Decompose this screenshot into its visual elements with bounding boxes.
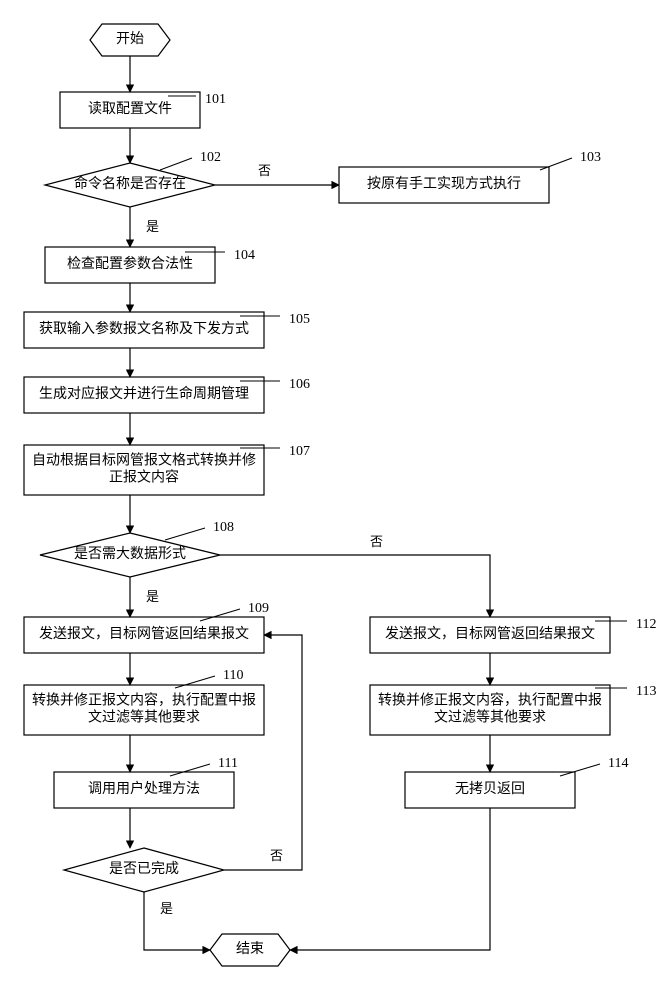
svg-text:101: 101 <box>205 92 226 107</box>
svg-text:无拷贝返回: 无拷贝返回 <box>455 781 525 797</box>
svg-text:开始: 开始 <box>116 31 144 47</box>
svg-text:是否需大数据形式: 是否需大数据形式 <box>74 546 186 562</box>
svg-text:发送报文，目标网管返回结果报文: 发送报文，目标网管返回结果报文 <box>39 626 249 642</box>
svg-text:105: 105 <box>289 312 310 327</box>
svg-text:是否已完成: 是否已完成 <box>109 861 179 877</box>
svg-text:109: 109 <box>248 601 269 616</box>
svg-text:获取输入参数报文名称及下发方式: 获取输入参数报文名称及下发方式 <box>39 320 249 337</box>
svg-text:是: 是 <box>146 589 159 604</box>
svg-text:114: 114 <box>608 756 628 771</box>
svg-text:文过滤等其他要求: 文过滤等其他要求 <box>88 709 200 726</box>
svg-text:调用用户处理方法: 调用用户处理方法 <box>88 780 200 797</box>
svg-text:正报文内容: 正报文内容 <box>109 469 179 486</box>
svg-text:检查配置参数合法性: 检查配置参数合法性 <box>67 255 193 272</box>
svg-text:结束: 结束 <box>236 941 264 957</box>
svg-text:103: 103 <box>580 150 601 165</box>
svg-text:112: 112 <box>636 617 656 632</box>
svg-text:111: 111 <box>218 756 238 771</box>
svg-text:113: 113 <box>636 684 656 699</box>
svg-text:否: 否 <box>258 163 271 178</box>
svg-text:102: 102 <box>200 150 221 165</box>
svg-text:转换并修正报文内容，执行配置中报: 转换并修正报文内容，执行配置中报 <box>378 692 602 709</box>
svg-text:是: 是 <box>146 219 159 234</box>
svg-text:生成对应报文并进行生命周期管理: 生成对应报文并进行生命周期管理 <box>39 385 249 402</box>
svg-text:按原有手工实现方式执行: 按原有手工实现方式执行 <box>367 176 521 192</box>
svg-text:读取配置文件: 读取配置文件 <box>88 100 172 117</box>
svg-text:文过滤等其他要求: 文过滤等其他要求 <box>434 709 546 726</box>
svg-text:否: 否 <box>270 848 283 863</box>
svg-text:108: 108 <box>213 520 234 535</box>
svg-text:106: 106 <box>289 377 310 392</box>
svg-text:命令名称是否存在: 命令名称是否存在 <box>74 175 186 192</box>
svg-text:110: 110 <box>223 668 243 683</box>
svg-text:107: 107 <box>289 444 310 459</box>
svg-text:否: 否 <box>370 534 383 549</box>
svg-text:发送报文，目标网管返回结果报文: 发送报文，目标网管返回结果报文 <box>385 626 595 642</box>
svg-text:是: 是 <box>160 901 173 916</box>
svg-text:转换并修正报文内容，执行配置中报: 转换并修正报文内容，执行配置中报 <box>32 692 256 709</box>
svg-text:104: 104 <box>234 248 255 263</box>
svg-text:自动根据目标网管报文格式转换并修: 自动根据目标网管报文格式转换并修 <box>32 452 256 469</box>
